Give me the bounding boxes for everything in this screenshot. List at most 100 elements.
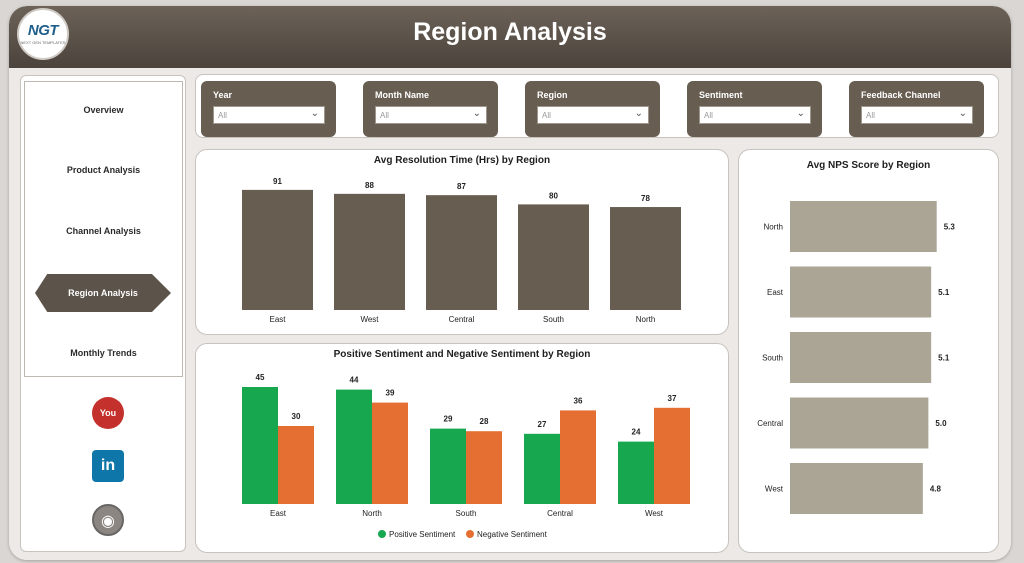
data-label-east: 5.1	[938, 288, 950, 297]
data-label-central: 87	[457, 182, 466, 191]
tick-label-south: South	[456, 509, 477, 518]
dashboard-frame: NGT NEXT GEN TEMPLATES Region Analysis O…	[9, 6, 1011, 560]
legend-label-negative-sentiment: Negative Sentiment	[477, 530, 548, 539]
sidebar: Overview Product Analysis Channel Analys…	[20, 75, 186, 552]
chevron-down-icon: ⌄	[310, 108, 319, 119]
nav-item-product-analysis[interactable]: Product Analysis	[66, 165, 141, 175]
bar-south	[518, 204, 589, 310]
filter-region: Region All ⌄	[525, 81, 660, 137]
filter-region-select[interactable]: All ⌄	[537, 106, 649, 124]
data-label-positive-sentiment-north: 44	[350, 376, 359, 385]
filter-year: Year All ⌄	[201, 81, 336, 137]
data-label-north: 78	[641, 194, 650, 203]
filter-bar: Year All ⌄ Month Name All ⌄ Region All ⌄…	[195, 74, 999, 138]
filter-sentiment-label: Sentiment	[699, 90, 743, 100]
nav-item-channel-analysis[interactable]: Channel Analysis	[66, 226, 141, 236]
tick-label-north: North	[362, 509, 382, 518]
tick-label-south: South	[762, 354, 783, 363]
tick-label-east: East	[270, 509, 287, 518]
bar-north	[610, 207, 681, 310]
globe-icon[interactable]: ◉	[92, 504, 124, 536]
bar-negative-sentiment-west	[654, 407, 690, 504]
sentiment-title: Positive Sentiment and Negative Sentimen…	[333, 349, 591, 360]
bar-positive-sentiment-north	[336, 389, 372, 504]
tick-label-west: West	[765, 485, 784, 494]
resolution-time-title: Avg Resolution Time (Hrs) by Region	[373, 155, 551, 166]
linkedin-icon[interactable]: in	[92, 450, 124, 482]
bar-negative-sentiment-north	[372, 402, 408, 504]
bar-west	[790, 463, 923, 514]
nps-title: Avg NPS Score by Region	[806, 160, 931, 171]
data-label-central: 5.0	[935, 419, 947, 428]
data-label-south: 80	[549, 191, 558, 200]
header-bar: NGT NEXT GEN TEMPLATES Region Analysis	[9, 6, 1011, 68]
tick-label-west: West	[645, 509, 664, 518]
bar-negative-sentiment-central	[560, 410, 596, 504]
tick-label-central: Central	[449, 315, 475, 324]
bar-west	[334, 193, 405, 310]
data-label-west: 88	[365, 181, 374, 190]
filter-month-name-select[interactable]: All ⌄	[375, 106, 487, 124]
nav-item-region-analysis[interactable]: Region Analysis	[35, 274, 171, 312]
tick-label-north: North	[763, 223, 783, 232]
bar-east	[790, 266, 932, 318]
filter-sentiment: Sentiment All ⌄	[687, 81, 822, 137]
filter-feedback-channel: Feedback Channel All ⌄	[849, 81, 984, 137]
filter-month-name: Month Name All ⌄	[363, 81, 498, 137]
sentiment-chart: 45 30 East 44 39 North 29 28 South 27 36 Central 24 3…	[242, 373, 690, 539]
tick-label-north: North	[636, 315, 656, 324]
nav-item-overview[interactable]: Overview	[83, 105, 124, 115]
nav-item-region-analysis-label: Region Analysis	[68, 288, 138, 298]
filter-year-value: All	[218, 111, 227, 120]
bar-central	[790, 397, 929, 449]
data-label-north: 5.3	[944, 223, 956, 232]
logo-subtext: NEXT GEN TEMPLATES	[20, 40, 66, 45]
filter-year-label: Year	[213, 90, 233, 100]
filter-year-select[interactable]: All ⌄	[213, 106, 325, 124]
chevron-down-icon: ⌄	[796, 108, 805, 119]
bar-east	[242, 189, 313, 310]
data-label-west: 4.8	[930, 485, 942, 494]
bar-positive-sentiment-west	[618, 441, 654, 504]
logo-text: NGT	[27, 22, 59, 39]
resolution-time-card: Avg Resolution Time (Hrs) by Region 91 Ea…	[195, 149, 729, 335]
data-label-positive-sentiment-east: 45	[256, 373, 265, 382]
data-label-positive-sentiment-south: 29	[444, 415, 453, 424]
filter-sentiment-value: All	[704, 111, 713, 120]
filter-region-value: All	[542, 111, 551, 120]
tick-label-east: East	[269, 315, 286, 324]
logo[interactable]: NGT NEXT GEN TEMPLATES	[17, 8, 69, 60]
nav-menu: Overview Product Analysis Channel Analys…	[24, 81, 183, 377]
legend-label-positive-sentiment: Positive Sentiment	[389, 530, 456, 539]
chevron-down-icon: ⌄	[958, 108, 967, 119]
bar-negative-sentiment-south	[466, 431, 502, 504]
data-label-negative-sentiment-north: 39	[386, 389, 395, 398]
nav-item-monthly-trends[interactable]: Monthly Trends	[70, 348, 137, 358]
filter-sentiment-select[interactable]: All ⌄	[699, 106, 811, 124]
nps-card: Avg NPS Score by Region North 5.3 East 5.1 S…	[738, 149, 999, 553]
bar-positive-sentiment-south	[430, 428, 466, 504]
tick-label-central: Central	[757, 419, 783, 428]
data-label-east: 91	[273, 177, 282, 186]
bar-south	[790, 332, 932, 383]
bar-north	[790, 201, 937, 252]
filter-feedback-channel-value: All	[866, 111, 875, 120]
tick-label-central: Central	[547, 509, 573, 518]
data-label-south: 5.1	[938, 354, 950, 363]
filter-feedback-channel-select[interactable]: All ⌄	[861, 106, 973, 124]
filter-region-label: Region	[537, 90, 568, 100]
resolution-time-chart: 91 East 88 West 87 Central 80 South 78 North	[242, 177, 681, 324]
data-label-positive-sentiment-west: 24	[632, 428, 641, 437]
data-label-negative-sentiment-central: 36	[574, 396, 583, 405]
chevron-down-icon: ⌄	[472, 108, 481, 119]
youtube-icon[interactable]: You Tube	[92, 397, 124, 450]
page-title: Region Analysis	[413, 18, 607, 46]
legend-marker-negative-sentiment	[466, 530, 474, 538]
filter-feedback-channel-label: Feedback Channel	[861, 90, 941, 100]
bar-negative-sentiment-east	[278, 426, 314, 504]
data-label-negative-sentiment-west: 37	[668, 394, 677, 403]
data-label-negative-sentiment-east: 30	[292, 412, 301, 421]
sentiment-card: Positive Sentiment and Negative Sentimen…	[195, 343, 729, 553]
bar-positive-sentiment-central	[524, 433, 560, 504]
legend-marker-positive-sentiment	[378, 530, 386, 538]
